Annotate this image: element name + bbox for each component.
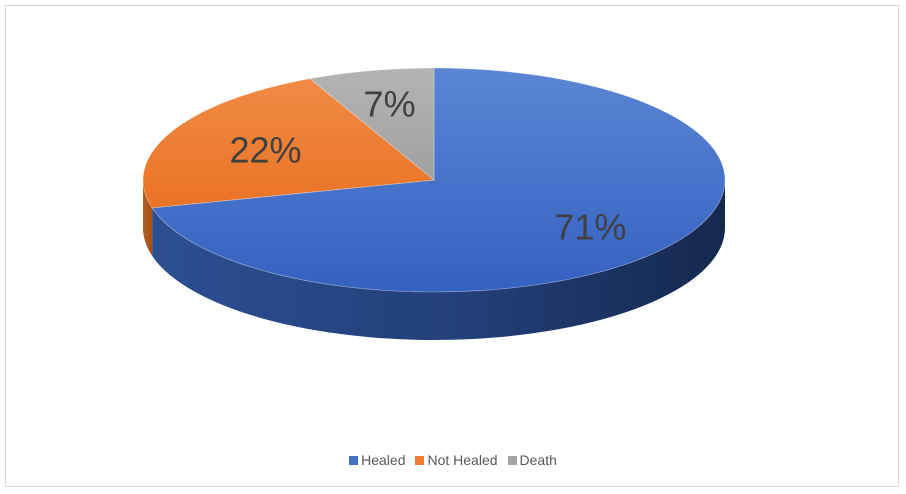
pie-slice-death <box>309 67 435 181</box>
pie-side-healed <box>152 180 725 341</box>
legend-item-death: Death <box>507 452 557 468</box>
pie-slice-not-healed <box>142 78 436 209</box>
pie-sides <box>143 180 725 341</box>
legend-item-healed: Healed <box>349 452 405 468</box>
legend-swatch-death <box>507 455 517 465</box>
legend-swatch-healed <box>349 455 359 465</box>
legend-label-death: Death <box>519 452 557 468</box>
pie-slice-healed <box>151 67 726 293</box>
pie-tops <box>142 67 726 293</box>
legend-label-not-healed: Not Healed <box>427 452 498 468</box>
legend-label-healed: Healed <box>361 452 406 468</box>
pie-side-not-healed <box>143 180 153 256</box>
legend: Healed Not Healed Death <box>0 452 906 468</box>
pie-data-labels: 71% 22% 7% <box>229 83 626 247</box>
data-label-death: 7% <box>364 83 416 124</box>
data-label-healed: 71% <box>554 207 626 248</box>
legend-swatch-not-healed <box>415 455 425 465</box>
legend-item-not-healed: Not Healed <box>415 452 498 468</box>
data-label-not-healed: 22% <box>229 129 301 170</box>
